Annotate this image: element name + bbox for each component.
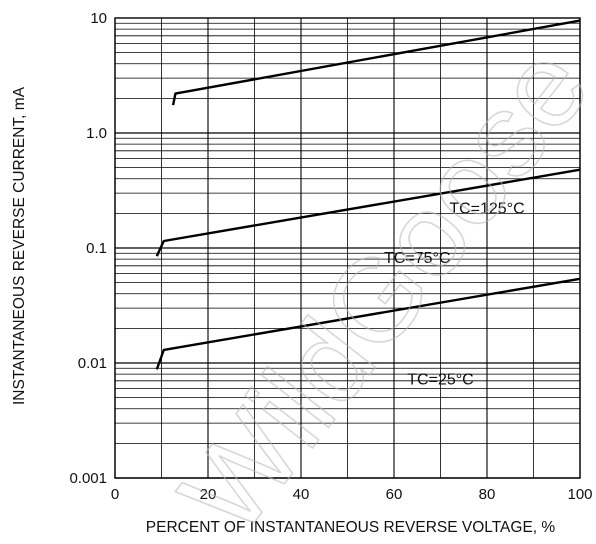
series-line — [155, 168, 581, 257]
y-tick-label: 0.001 — [69, 470, 107, 487]
y-tick-label: 1.0 — [86, 125, 107, 142]
series-line — [171, 19, 581, 106]
y-tick-label: 10 — [90, 10, 107, 27]
series-label: TC=75°C — [384, 250, 450, 267]
x-axis-title: PERCENT OF INSTANTANEOUS REVERSE VOLTAGE… — [146, 519, 556, 536]
x-tick-labels: 0 20 40 60 80 100 — [111, 486, 593, 503]
x-tick-label: 80 — [479, 486, 496, 503]
series-labels: TC=125°C TC=75°C TC=25°C — [384, 200, 525, 388]
x-tick-label: 100 — [567, 486, 592, 503]
y-tick-label: 0.01 — [78, 355, 107, 372]
series-label: TC=125°C — [449, 200, 524, 217]
y-tick-labels: 0.001 0.01 0.1 1.0 10 — [69, 10, 107, 487]
plot-frame — [114, 17, 581, 479]
minor-gridlines — [115, 18, 580, 478]
x-tick-label: 40 — [293, 486, 310, 503]
series-line — [155, 277, 581, 370]
x-tick-label: 20 — [200, 486, 217, 503]
series-label: TC=25°C — [407, 372, 473, 389]
y-tick-label: 0.1 — [86, 240, 107, 257]
x-tick-label: 0 — [111, 486, 119, 503]
x-tick-label: 60 — [386, 486, 403, 503]
series-lines — [155, 19, 581, 370]
y-axis-title: INSTANTANEOUS REVERSE CURRENT, mA — [11, 86, 28, 405]
